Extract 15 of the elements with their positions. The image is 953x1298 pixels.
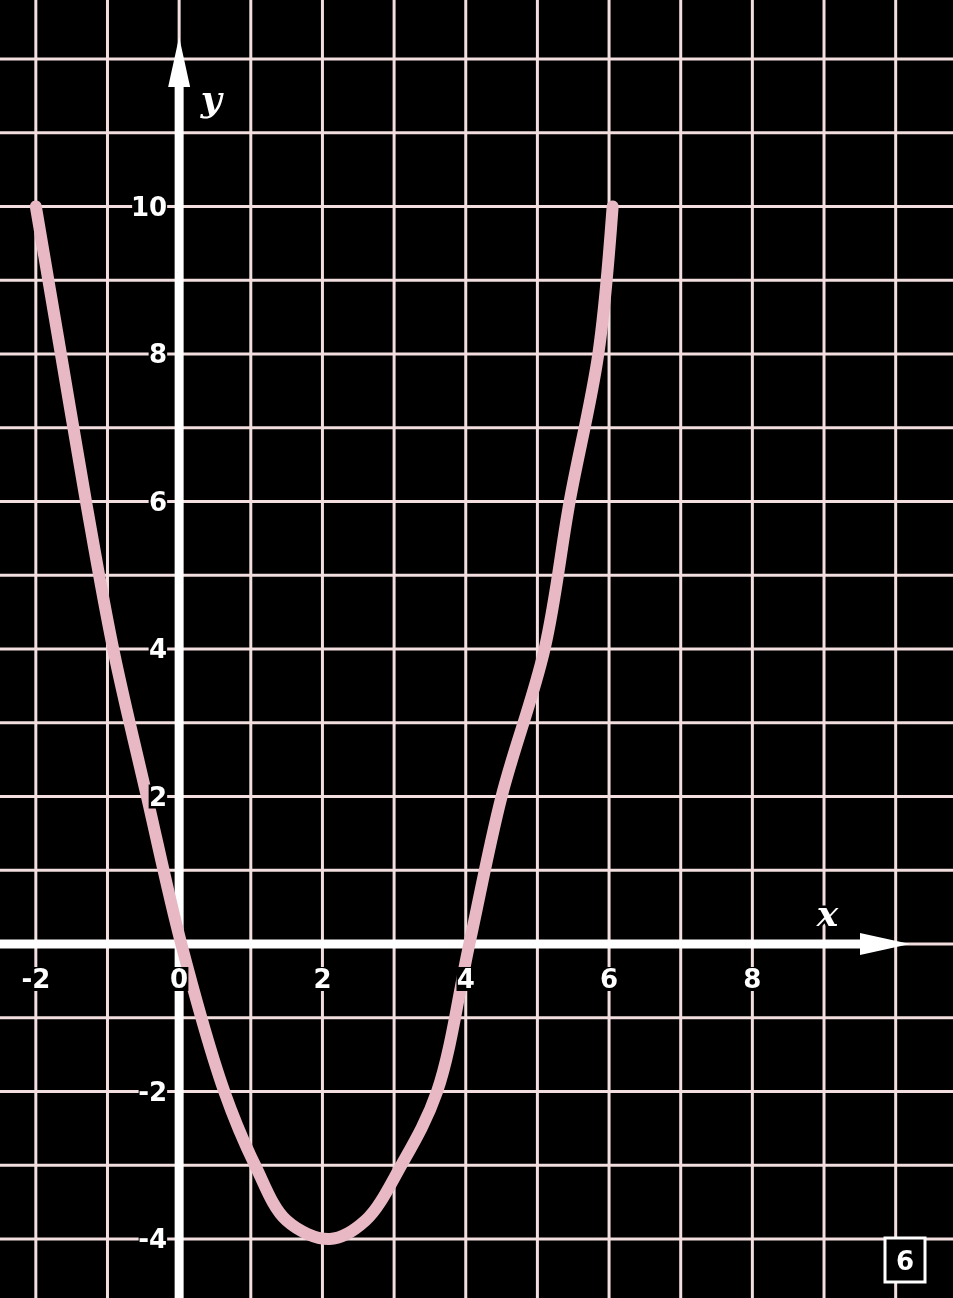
x-tick-label: 6 (600, 964, 619, 994)
y-tick-label: -2 (138, 1076, 168, 1107)
y-tick-label: -4 (138, 1224, 168, 1254)
x-tick-label: -2 (21, 964, 51, 994)
x-tick-label: 8 (743, 964, 762, 994)
y-tick-label: 2 (149, 781, 168, 812)
x-tick-label: 0 (170, 964, 189, 994)
x-tick-label: 2 (313, 964, 332, 994)
y-tick-label: 4 (149, 634, 168, 664)
x-tick-label: 4 (456, 964, 475, 994)
y-axis-title: y (199, 76, 224, 119)
y-tick-label: 10 (130, 191, 168, 222)
y-tick-label: 6 (149, 486, 168, 517)
annotation: 6 (895, 1246, 915, 1276)
y-tick-label: 8 (149, 339, 168, 369)
